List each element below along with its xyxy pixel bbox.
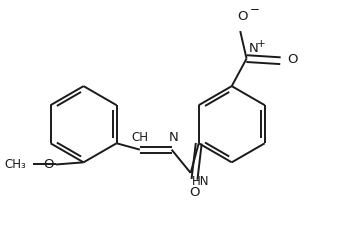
Text: N: N <box>168 131 178 144</box>
Text: O: O <box>44 158 54 171</box>
Text: O: O <box>189 186 200 199</box>
Text: O: O <box>237 10 247 23</box>
Text: −: − <box>250 3 259 16</box>
Text: O: O <box>287 53 297 66</box>
Text: CH: CH <box>131 131 148 144</box>
Text: HN: HN <box>192 175 209 188</box>
Text: CH₃: CH₃ <box>5 158 26 171</box>
Text: +: + <box>257 39 266 49</box>
Text: N: N <box>248 42 258 55</box>
